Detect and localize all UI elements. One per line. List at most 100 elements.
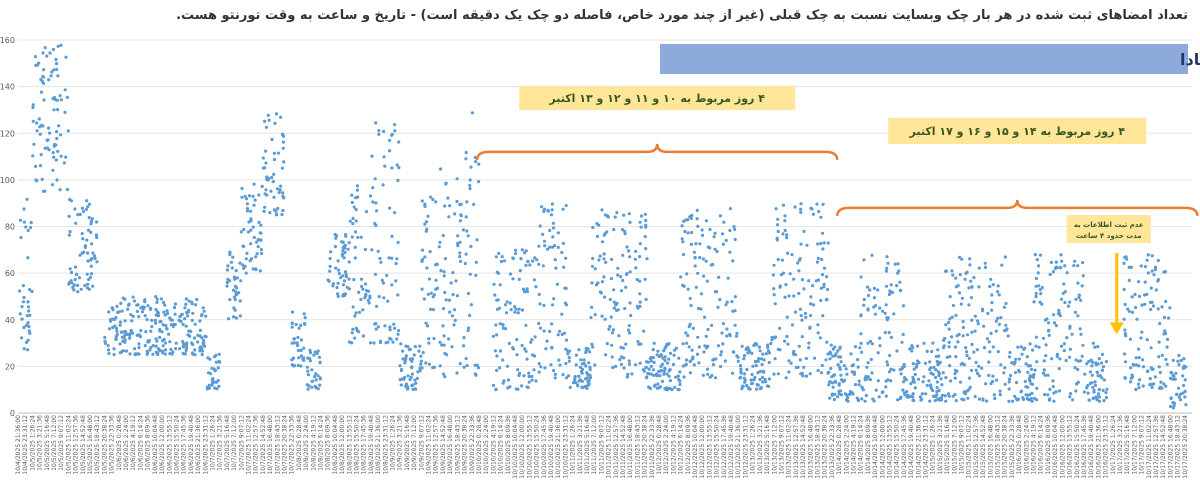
data-point: [37, 61, 41, 65]
data-point: [383, 324, 387, 328]
data-point: [511, 256, 515, 261]
data-point: [989, 381, 993, 386]
data-point: [598, 290, 602, 294]
data-point: [998, 393, 1002, 397]
data-point: [412, 353, 416, 357]
data-point: [200, 349, 204, 353]
data-point: [1051, 385, 1055, 389]
data-point: [1136, 280, 1141, 284]
data-point: [932, 365, 936, 369]
data-point: [465, 364, 469, 368]
data-point: [790, 253, 794, 257]
x-tick-label: 10/15/2025 22:33:36: [1009, 415, 1016, 479]
data-point: [787, 370, 791, 374]
data-point: [1054, 266, 1058, 270]
data-point: [530, 374, 534, 378]
data-point: [1159, 380, 1163, 384]
data-point: [375, 209, 379, 213]
data-point: [90, 242, 94, 246]
data-point: [334, 236, 338, 240]
data-point: [685, 341, 689, 345]
data-point: [621, 346, 626, 350]
data-point: [694, 285, 698, 289]
data-point: [610, 257, 614, 261]
data-point: [498, 283, 502, 287]
data-point: [114, 334, 118, 339]
data-point: [690, 348, 694, 352]
data-point: [982, 346, 987, 350]
data-point: [22, 295, 26, 300]
data-point: [393, 123, 397, 127]
data-point: [453, 212, 457, 216]
data-point: [718, 214, 723, 218]
data-point: [1040, 302, 1044, 306]
data-point: [1171, 377, 1175, 381]
data-point: [914, 365, 919, 369]
data-point: [574, 363, 578, 367]
x-tick-label: 10/17/2025 16:48:00: [1167, 415, 1174, 479]
data-point: [591, 345, 595, 349]
data-point: [878, 306, 882, 310]
data-point: [681, 240, 685, 244]
data-point: [989, 277, 993, 281]
x-tick-label: 10/9/2025 14:52:48: [440, 415, 447, 475]
data-point: [778, 285, 782, 289]
x-tick-label: 10/14/2025 4:19:12: [850, 415, 857, 475]
data-point: [154, 321, 158, 325]
data-point: [274, 213, 279, 217]
data-point: [726, 276, 730, 280]
data-point: [434, 200, 438, 204]
data-point: [22, 325, 26, 330]
data-point: [689, 303, 693, 308]
data-point: [261, 166, 266, 170]
data-point: [1028, 377, 1032, 381]
data-point: [380, 278, 384, 282]
data-point: [199, 313, 204, 318]
data-point: [1130, 310, 1134, 314]
data-point: [868, 339, 873, 343]
data-point: [819, 371, 824, 375]
data-point: [695, 217, 699, 221]
x-tick-label: 10/9/2025 5:16:48: [404, 415, 411, 471]
data-point: [262, 209, 266, 213]
data-point: [652, 373, 656, 377]
data-point: [969, 296, 974, 300]
data-point: [78, 212, 82, 216]
x-tick-label: 10/16/2025 0:28:48: [1016, 415, 1023, 475]
data-point: [1182, 383, 1186, 388]
x-tick-label: 10/11/2025 5:16:48: [584, 415, 591, 475]
data-point: [492, 282, 496, 286]
data-point: [26, 305, 31, 309]
data-point: [458, 255, 462, 259]
data-point: [567, 349, 572, 353]
data-point: [706, 245, 710, 249]
data-point: [874, 304, 878, 308]
data-point: [1096, 374, 1100, 378]
data-point: [191, 311, 195, 315]
data-point: [331, 282, 335, 286]
data-point: [1024, 362, 1028, 366]
data-point: [193, 322, 197, 326]
data-point: [909, 394, 913, 399]
data-point: [531, 259, 535, 263]
x-tick-label: 10/8/2025 23:31:12: [382, 415, 389, 475]
data-point: [261, 156, 265, 160]
data-point: [373, 177, 377, 181]
data-point: [987, 373, 991, 377]
data-point: [418, 344, 422, 348]
data-point: [428, 307, 433, 311]
data-point: [718, 298, 722, 302]
data-point: [388, 328, 392, 332]
data-point: [1157, 355, 1161, 359]
x-tick-label: 10/6/2025 21:36:00: [195, 415, 202, 475]
data-point: [1145, 258, 1149, 262]
data-point: [1146, 253, 1150, 257]
data-point: [1017, 370, 1022, 374]
data-point: [981, 398, 985, 402]
data-point: [993, 396, 997, 401]
data-point: [646, 360, 650, 364]
data-point: [470, 111, 474, 115]
data-point: [52, 155, 56, 159]
data-point: [590, 281, 594, 285]
x-tick-label: 10/5/2025 9:07:12: [58, 415, 65, 471]
